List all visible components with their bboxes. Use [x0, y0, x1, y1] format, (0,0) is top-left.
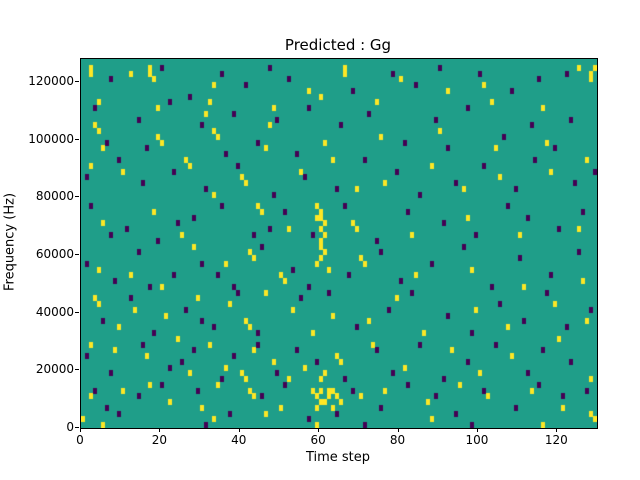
x-axis-label: Time step [305, 450, 371, 465]
y-tick-mark [75, 311, 79, 313]
plot-area [80, 58, 598, 429]
x-tick-label: 80 [389, 433, 406, 447]
y-tick-mark [75, 138, 79, 140]
x-tick-mark [556, 428, 558, 432]
y-tick-label: 20000 [35, 362, 74, 377]
x-tick-label: 60 [310, 433, 326, 447]
x-tick-mark [159, 428, 161, 432]
x-tick-mark [238, 428, 240, 432]
y-tick-mark [75, 196, 79, 198]
y-tick-label: 120000 [28, 74, 74, 89]
chart-title: Predicted : Gg [284, 36, 392, 54]
x-tick-label: 0 [76, 433, 84, 447]
x-tick-label: 120 [544, 433, 568, 447]
y-tick-mark [75, 254, 79, 256]
x-tick-label: 40 [231, 433, 247, 447]
y-tick-mark [75, 81, 79, 83]
y-tick-mark [75, 369, 79, 371]
x-tick-mark [80, 428, 81, 432]
x-tick-mark [397, 428, 399, 432]
y-tick-label: 80000 [35, 189, 74, 204]
y-tick-mark [75, 427, 79, 428]
y-tick-label: 100000 [28, 131, 74, 146]
heatmap-canvas [81, 59, 597, 428]
x-tick-label: 20 [151, 433, 168, 447]
y-tick-label: 0 [66, 420, 74, 434]
x-tick-label: 100 [465, 433, 489, 447]
y-tick-label: 40000 [35, 304, 74, 319]
y-axis-label: Frequency (Hz) [2, 192, 18, 292]
x-tick-mark [476, 428, 478, 432]
x-tick-mark [318, 428, 320, 432]
y-tick-label: 60000 [35, 247, 74, 262]
